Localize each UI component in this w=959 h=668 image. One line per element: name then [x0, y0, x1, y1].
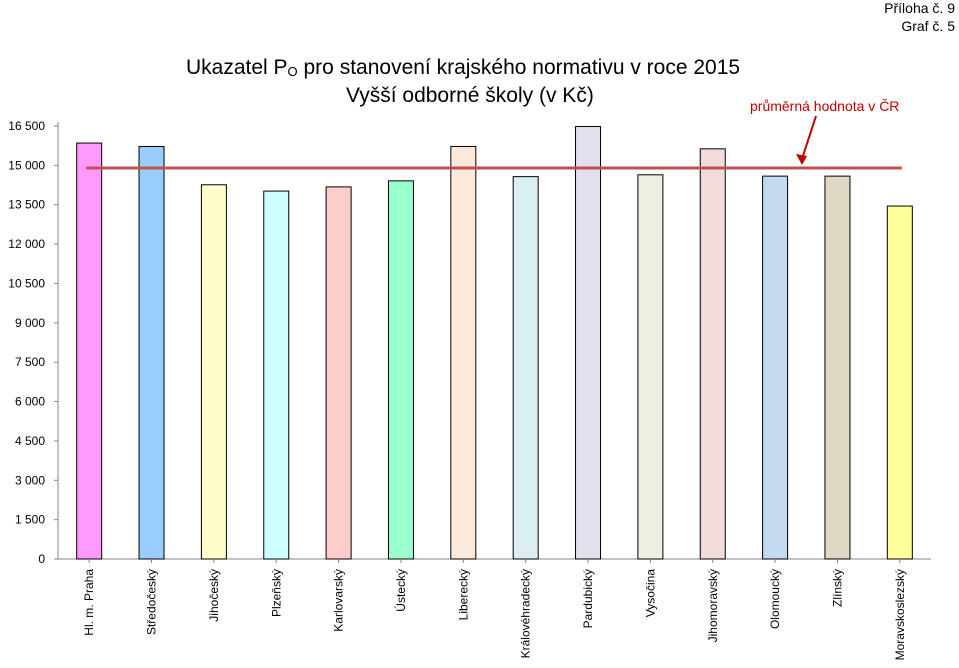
y-tick-label: 4 500: [15, 434, 45, 448]
x-tick-label: Olomoucký: [768, 569, 782, 629]
bar: [138, 145, 165, 560]
y-tick-label: 16 500: [8, 119, 45, 133]
x-tick-label: Liberecký: [456, 569, 470, 620]
bar: [387, 180, 414, 560]
bar: [762, 175, 789, 560]
chart-title-rest: pro stanovení krajského normativu v roce…: [297, 56, 741, 79]
average-line-label: průměrná hodnota v ČR: [750, 98, 900, 114]
x-tick-label: Zlínský: [830, 569, 844, 607]
bar: [325, 186, 352, 560]
y-axis: 0 1 500 3 000 4 500 6 000 7 500 9 000 10 500 12 …: [8, 119, 58, 566]
arrow-head: [796, 153, 807, 165]
bar: [512, 176, 539, 560]
x-tick-label: Vysočina: [643, 569, 657, 618]
bar: [699, 148, 726, 560]
chart-title-subscript: O: [287, 64, 298, 79]
plot-area: [57, 122, 931, 560]
x-tick-label: Hl. m. Praha: [82, 569, 96, 636]
y-tick-label: 7 500: [15, 355, 45, 369]
arrow-shaft: [801, 115, 817, 160]
bar: [200, 184, 227, 560]
x-tick-label: Moravskoslezský: [893, 569, 907, 660]
x-tick-label: Ústecký: [393, 569, 408, 612]
x-tick-label: Královéhradecký: [519, 569, 533, 658]
x-axis-labels: Hl. m. Praha Středočeský Jihočeský Plzeňský…: [82, 559, 907, 660]
y-tick-label: 10 500: [8, 276, 45, 290]
y-tick-label: 6 000: [15, 395, 45, 409]
y-tick-label: 15 000: [8, 158, 45, 172]
bar: [637, 174, 664, 560]
bar: [263, 190, 290, 560]
graph-number-label: Graf č. 5: [901, 18, 955, 34]
y-tick-label: 13 500: [8, 198, 45, 212]
bar: [575, 126, 602, 560]
x-tick-label: Pardubický: [581, 569, 595, 628]
bar: [824, 175, 851, 560]
bar-series: [76, 126, 913, 560]
bar: [76, 142, 103, 560]
x-tick-label: Jihomoravský: [706, 569, 720, 642]
y-tick-label: 1 500: [15, 513, 45, 527]
y-tick-label: 3 000: [15, 473, 45, 487]
x-tick-label: Jihočeský: [207, 569, 221, 622]
chart-subtitle: Vyšší odborné školy (v Kč): [346, 84, 594, 107]
average-arrow-icon: [796, 115, 817, 165]
y-tick-label: 9 000: [15, 316, 45, 330]
attachment-label: Příloha č. 9: [884, 0, 955, 16]
y-tick-label: 0: [38, 552, 45, 566]
chart-title: Ukazatel PO pro stanovení krajského norm…: [186, 56, 740, 80]
bar: [886, 205, 913, 560]
y-tick-label: 12 000: [8, 237, 45, 251]
x-tick-label: Středočeský: [145, 569, 159, 635]
chart-title-main: Ukazatel P: [186, 56, 288, 79]
x-tick-label: Karlovarský: [332, 569, 346, 632]
x-tick-label: Plzeňský: [269, 569, 283, 617]
bar: [450, 145, 477, 560]
